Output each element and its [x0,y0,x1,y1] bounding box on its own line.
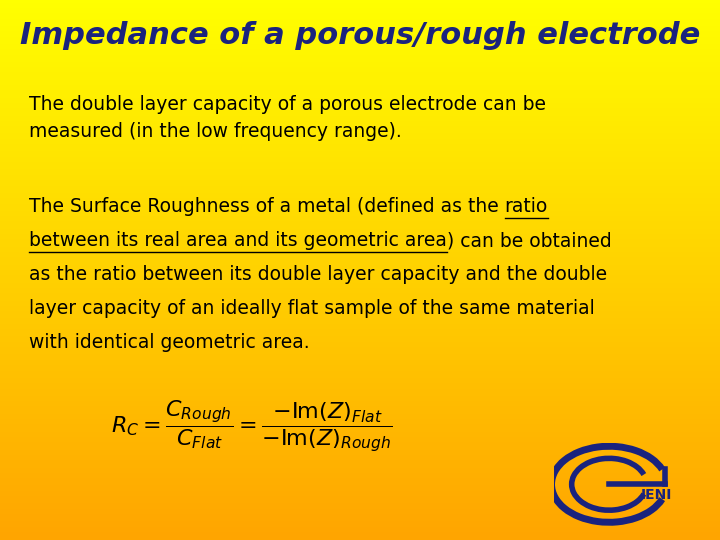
Text: between its real area and its geometric area: between its real area and its geometric … [29,231,446,250]
Text: with identical geometric area.: with identical geometric area. [29,333,310,352]
Text: IENI: IENI [641,488,672,502]
Text: ) can be obtained: ) can be obtained [446,231,611,250]
Text: as the ratio between its double layer capacity and the double: as the ratio between its double layer ca… [29,265,607,284]
Text: ratio: ratio [505,197,548,216]
Text: layer capacity of an ideally flat sample of the same material: layer capacity of an ideally flat sample… [29,299,595,318]
Text: $R_C = \dfrac{C_{Rough}}{C_{Flat}} = \dfrac{-\mathrm{Im}(Z)_{Flat}}{-\mathrm{Im}: $R_C = \dfrac{C_{Rough}}{C_{Flat}} = \df… [111,399,393,455]
Text: Impedance of a porous/rough electrode: Impedance of a porous/rough electrode [20,21,700,50]
Text: The double layer capacity of a porous electrode can be
measured (in the low freq: The double layer capacity of a porous el… [29,94,546,141]
Text: The Surface Roughness of a metal (defined as the: The Surface Roughness of a metal (define… [29,197,505,216]
